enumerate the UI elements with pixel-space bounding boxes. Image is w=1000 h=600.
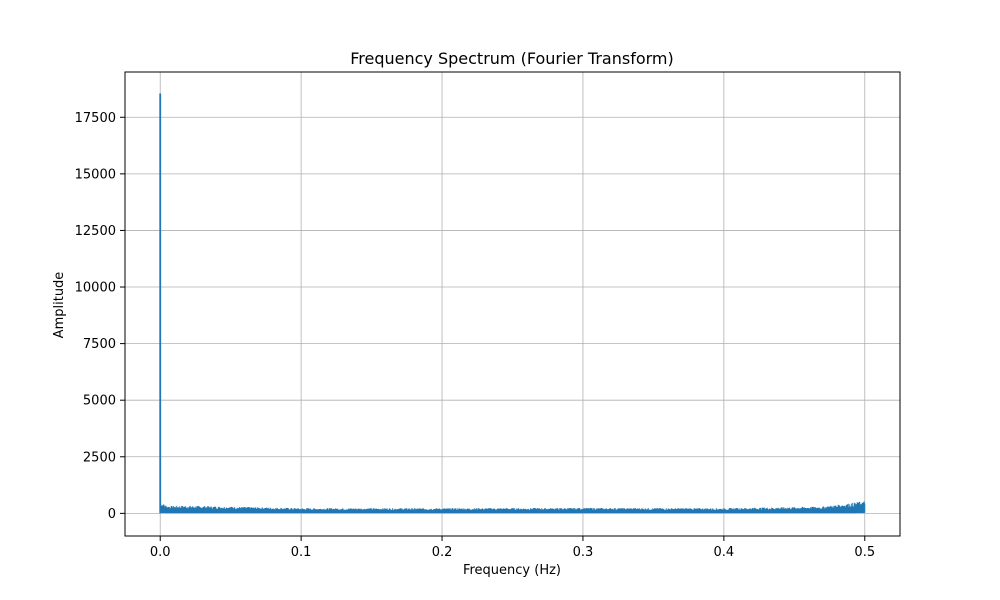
y-tick-label: 15000 [75, 167, 116, 182]
y-tick-label: 7500 [83, 337, 116, 352]
x-tick-label: 0.2 [432, 545, 453, 560]
y-tick-label: 10000 [75, 281, 116, 296]
y-tick-label: 0 [108, 507, 116, 522]
x-axis-title: Frequency (Hz) [463, 563, 561, 578]
chart-title: Frequency Spectrum (Fourier Transform) [350, 49, 674, 68]
x-tick-label: 0.3 [573, 545, 594, 560]
y-tick-label: 5000 [83, 394, 116, 409]
series-layer [159, 93, 866, 514]
grid-layer [125, 72, 900, 536]
y-tick-label: 17500 [75, 111, 116, 126]
x-tick-label: 0.4 [714, 545, 735, 560]
ticks-layer: 0.0 0.1 0.2 0.3 0.4 0.5 0 2500 5000 7500 10000 1250… [75, 111, 875, 560]
y-tick-label: 12500 [75, 224, 116, 239]
x-tick-label: 0.5 [854, 545, 875, 560]
x-tick-label: 0.1 [291, 545, 312, 560]
plot-frame [124, 71, 901, 537]
y-tick-label: 2500 [83, 450, 116, 465]
x-tick-label: 0.0 [150, 545, 171, 560]
y-axis-title: Amplitude [52, 272, 67, 339]
